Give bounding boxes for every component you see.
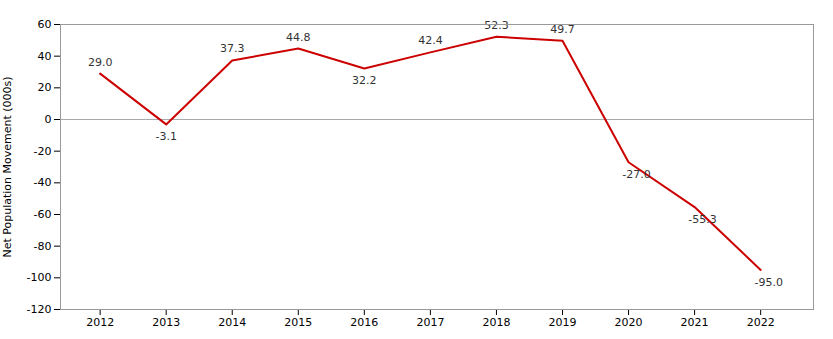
svg-text:2020: 2020	[615, 316, 643, 329]
svg-text:37.3: 37.3	[220, 42, 245, 55]
svg-text:52.3: 52.3	[484, 19, 509, 32]
svg-text:0: 0	[45, 113, 52, 126]
svg-text:44.8: 44.8	[286, 31, 311, 44]
svg-text:2021: 2021	[681, 316, 709, 329]
svg-text:2017: 2017	[416, 316, 444, 329]
svg-text:2018: 2018	[482, 316, 510, 329]
svg-text:-80: -80	[34, 240, 52, 253]
svg-text:2013: 2013	[152, 316, 180, 329]
svg-text:Net Population Movement (000s): Net Population Movement (000s)	[1, 76, 14, 257]
svg-text:29.0: 29.0	[88, 56, 113, 69]
svg-text:-20: -20	[34, 145, 52, 158]
svg-text:-27.0: -27.0	[622, 168, 650, 181]
svg-text:2014: 2014	[218, 316, 246, 329]
svg-text:40: 40	[38, 50, 52, 63]
svg-text:2016: 2016	[350, 316, 378, 329]
svg-text:32.2: 32.2	[352, 74, 377, 87]
svg-text:-3.1: -3.1	[155, 130, 176, 143]
svg-text:20: 20	[38, 81, 52, 94]
svg-text:2022: 2022	[747, 316, 775, 329]
svg-text:2019: 2019	[549, 316, 577, 329]
svg-text:49.7: 49.7	[550, 22, 575, 36]
svg-text:-60: -60	[34, 208, 52, 221]
svg-text:-95.0: -95.0	[754, 276, 782, 289]
svg-text:60: 60	[38, 18, 52, 31]
svg-text:2012: 2012	[86, 316, 114, 329]
svg-text:42.4: 42.4	[418, 34, 443, 47]
svg-text:-40: -40	[34, 176, 52, 189]
svg-text:-120: -120	[27, 303, 52, 316]
svg-text:2015: 2015	[284, 316, 312, 329]
svg-text:-55.3: -55.3	[688, 213, 716, 226]
svg-text:-100: -100	[27, 271, 52, 284]
